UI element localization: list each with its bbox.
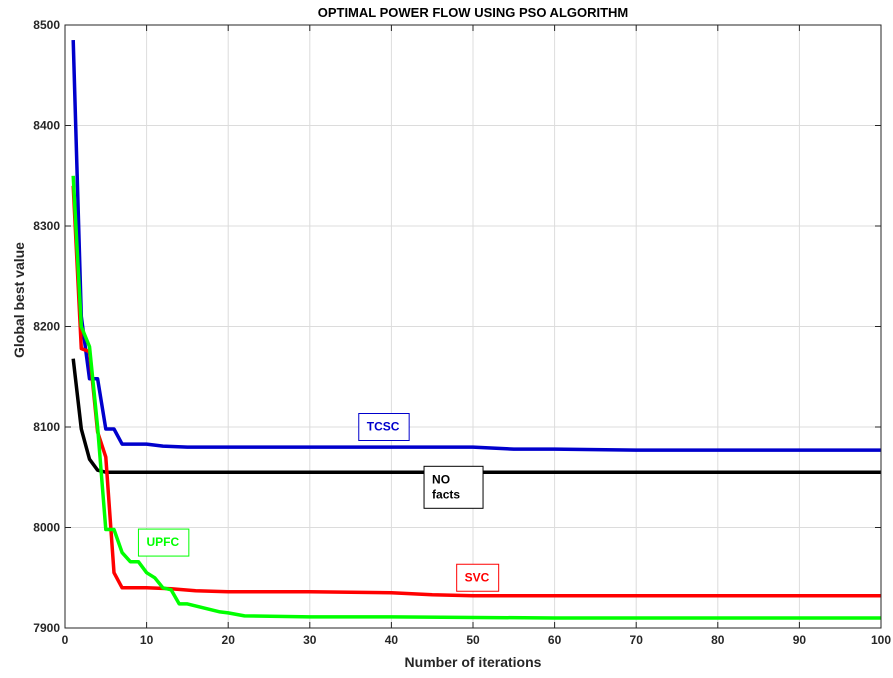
series-lines (71, 40, 881, 620)
annotation-label: UPFC (146, 535, 179, 549)
x-tick-label: 0 (62, 633, 69, 647)
annotation-tcsc: TCSC (358, 413, 410, 441)
x-axis-label: Number of iterations (405, 654, 542, 670)
series-line-upfc (71, 175, 881, 620)
annotation-label: facts (432, 487, 460, 501)
annotation-label: NO (432, 472, 450, 486)
x-tick-label: 80 (711, 633, 725, 647)
annotation-svc: SVC (456, 563, 500, 592)
annotation-box (137, 528, 190, 557)
y-tick-label: 8000 (33, 521, 60, 535)
y-tick-label: 8300 (33, 219, 60, 233)
series-line-tcsc (71, 40, 881, 452)
x-tick-label: 20 (222, 633, 236, 647)
y-tick-label: 8200 (33, 320, 60, 334)
x-tick-label: 90 (793, 633, 807, 647)
series-line-no-facts (71, 358, 881, 474)
x-tick-label: 10 (140, 633, 154, 647)
annotation-label: SVC (465, 570, 490, 584)
y-tick-label: 8100 (33, 420, 60, 434)
x-tick-label: 60 (548, 633, 562, 647)
y-tick-label: 8400 (33, 119, 60, 133)
x-tick-label: 40 (385, 633, 399, 647)
chart-title: OPTIMAL POWER FLOW USING PSO ALGORITHM (318, 5, 629, 20)
y-tick-label: 8500 (33, 18, 60, 32)
x-tick-label: 30 (303, 633, 317, 647)
y-tick-label: 7900 (33, 621, 60, 635)
x-tick-label: 50 (466, 633, 480, 647)
y-axis-label: Global best value (11, 242, 27, 358)
x-tick-label: 100 (871, 633, 891, 647)
annotation-label: TCSC (367, 420, 400, 434)
annotation-box (423, 465, 484, 509)
annotation-box (358, 413, 410, 441)
annotation-upfc: UPFC (137, 528, 190, 557)
x-tick-label: 70 (630, 633, 644, 647)
axis-ticks: 0 10 20 30 40 50 60 70 80 90 100 7900 8000 8100 8200 83… (33, 18, 891, 647)
annotation-box (456, 563, 500, 592)
